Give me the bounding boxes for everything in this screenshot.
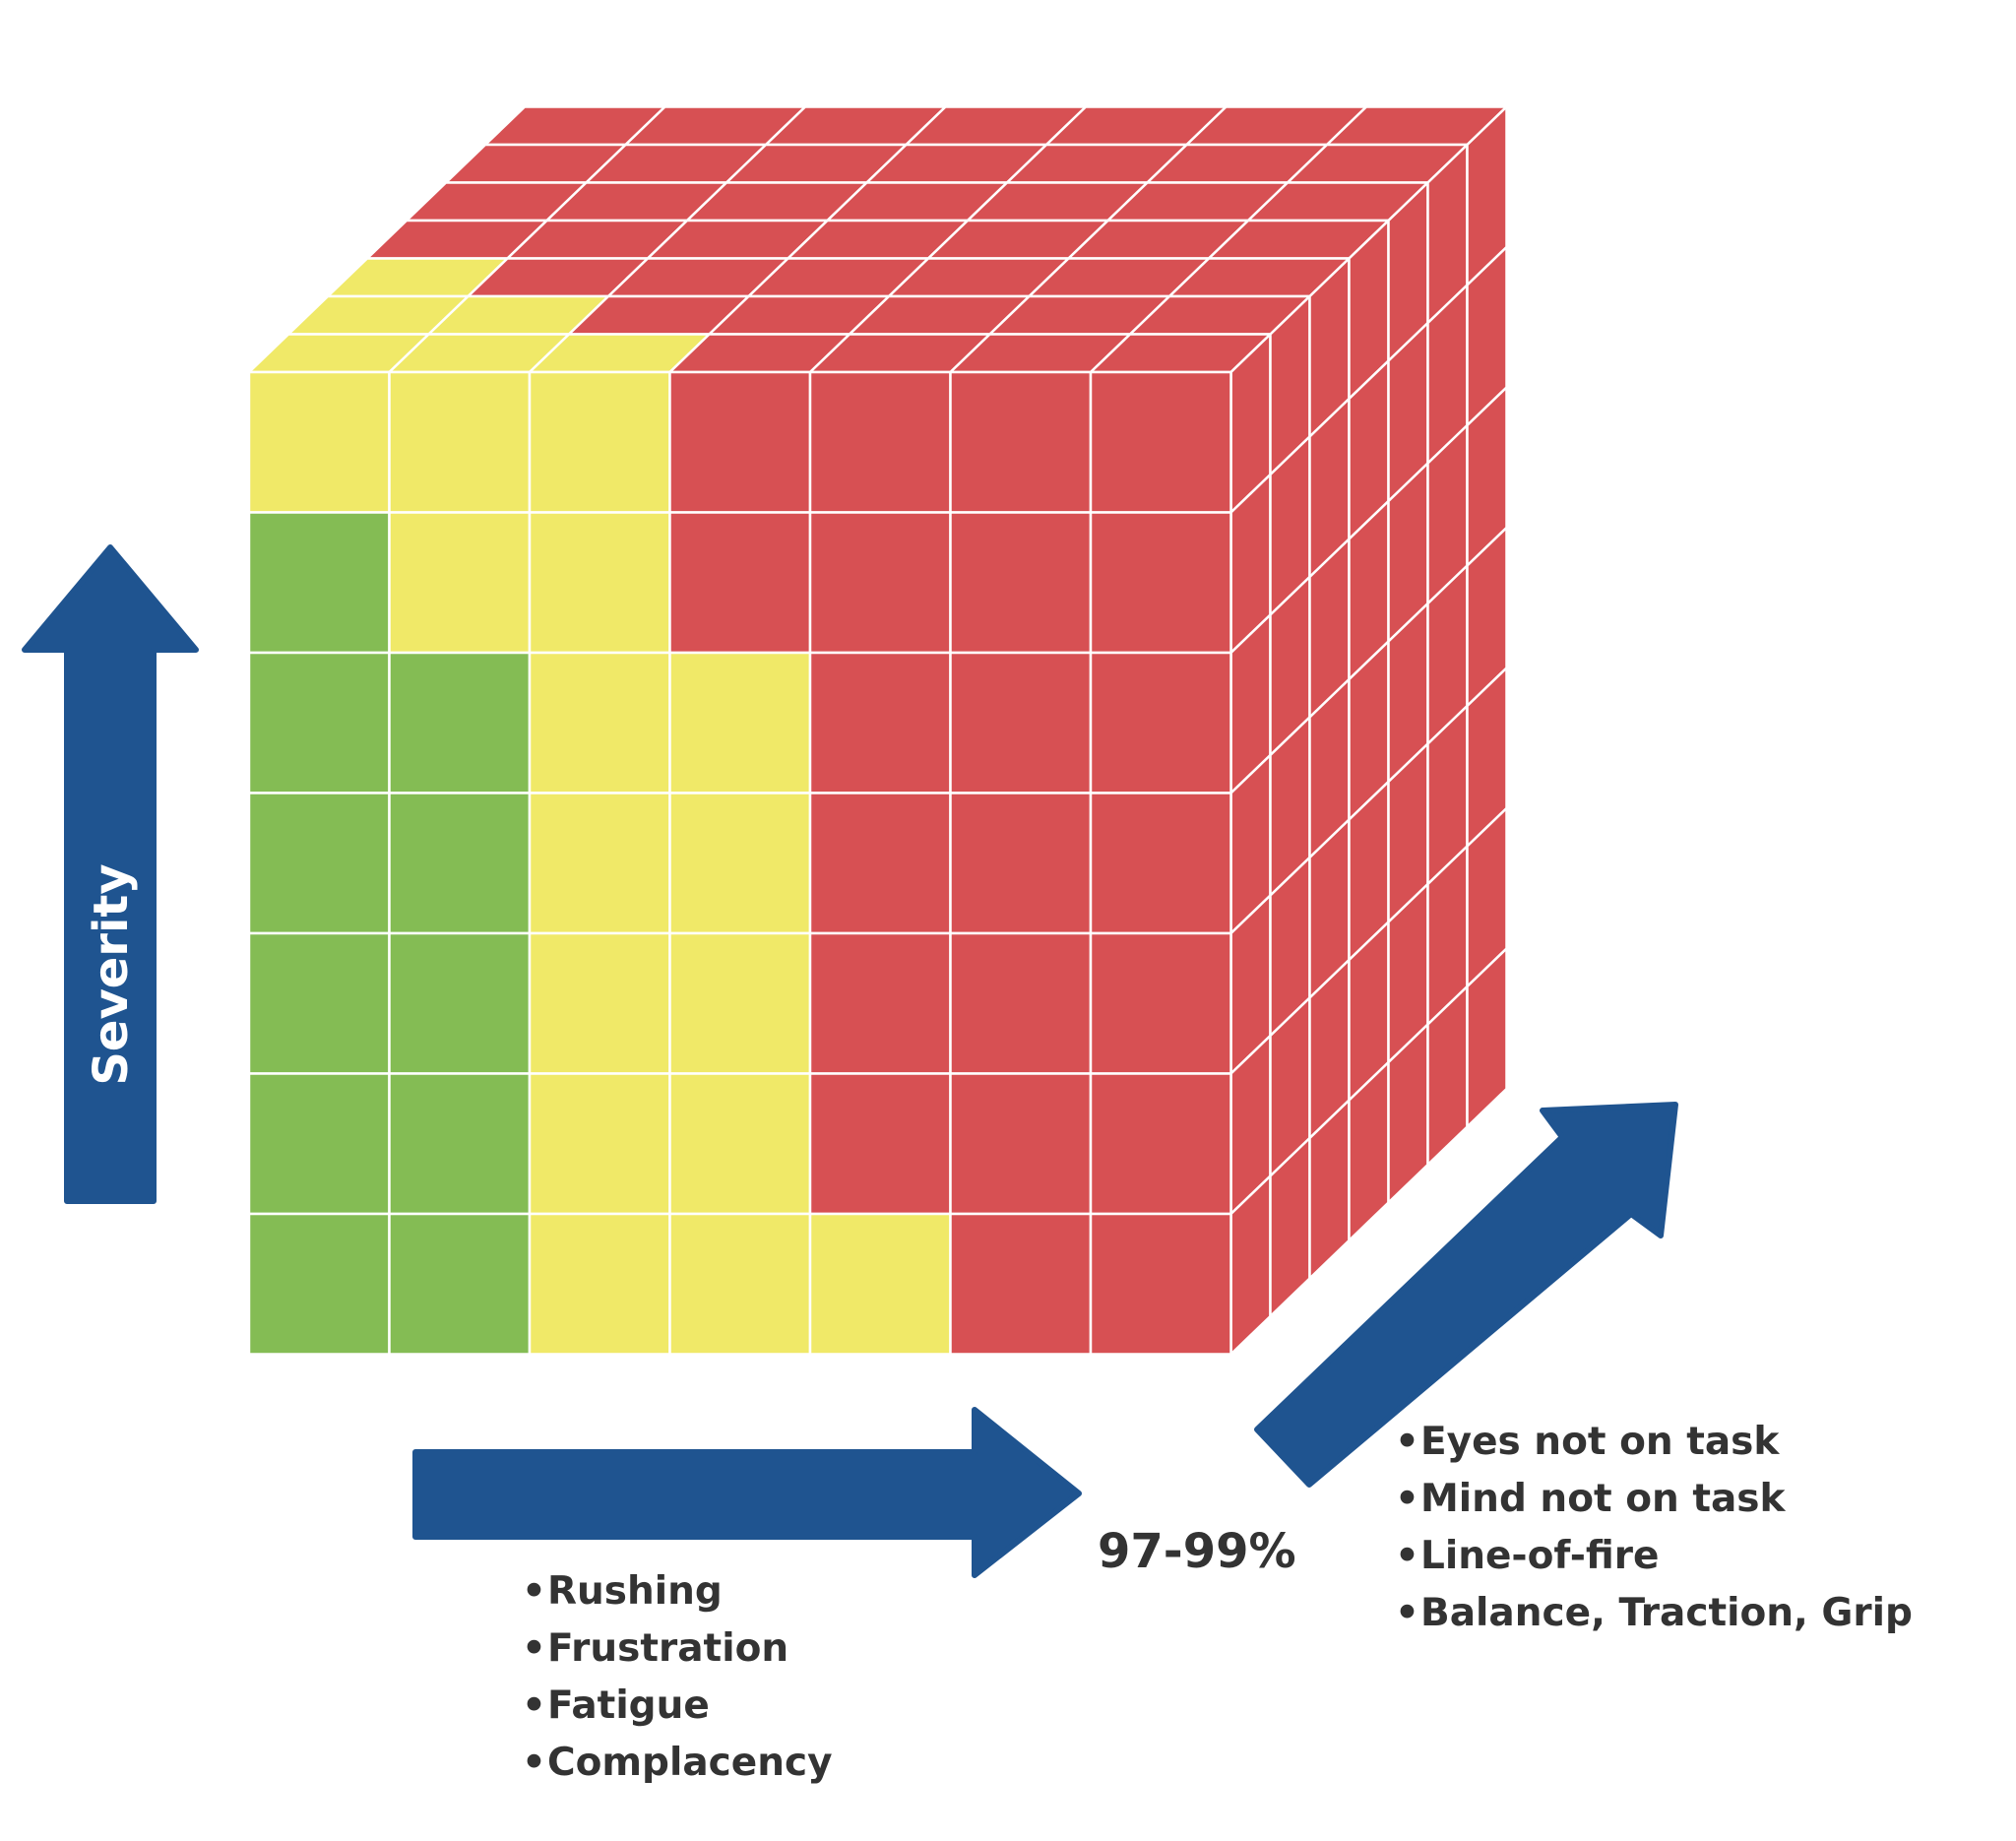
- states-list: •Rushing •Frustration •Fatigue •Complace…: [522, 1563, 833, 1792]
- list-item: •Balance, Traction, Grip: [1395, 1585, 1913, 1642]
- bullet: •: [1395, 1534, 1419, 1578]
- front-cell: [808, 1072, 952, 1216]
- bullet: •: [1395, 1477, 1419, 1521]
- cube-side-face: [1229, 105, 1508, 1356]
- front-cell: [247, 511, 391, 655]
- front-cell: [668, 511, 812, 655]
- front-cell: [1089, 792, 1232, 935]
- front-cell: [388, 931, 532, 1075]
- front-cell: [1089, 511, 1232, 655]
- error-balance: Balance, Traction, Grip: [1420, 1591, 1913, 1635]
- cube-front-face: [247, 370, 1232, 1356]
- front-cell: [528, 651, 671, 794]
- front-cell: [668, 651, 812, 794]
- depth-arrow: [1254, 1102, 1678, 1488]
- front-cell: [949, 1072, 1093, 1216]
- front-cell: [668, 370, 812, 514]
- front-cell: [949, 370, 1093, 514]
- front-cell: [949, 511, 1093, 655]
- bullet: •: [522, 1683, 546, 1728]
- front-cell: [668, 1072, 812, 1216]
- front-cell: [1089, 1212, 1232, 1356]
- front-cell: [808, 931, 952, 1075]
- front-cell: [668, 792, 812, 935]
- states-arrow: [412, 1407, 1082, 1578]
- list-item: •Line-of-fire: [1395, 1528, 1913, 1585]
- bullet: •: [1395, 1420, 1419, 1464]
- front-cell: [528, 370, 671, 514]
- front-cell: [247, 1212, 391, 1356]
- severity-arrow: [22, 544, 199, 1204]
- front-cell: [388, 792, 532, 935]
- bullet: •: [522, 1741, 546, 1785]
- list-item: •Mind not on task: [1395, 1471, 1913, 1528]
- front-cell: [247, 370, 391, 514]
- list-item: •Rushing: [522, 1563, 833, 1620]
- front-cell: [388, 370, 532, 514]
- error-eyes: Eyes not on task: [1420, 1420, 1780, 1464]
- state-complacency: Complacency: [547, 1741, 833, 1785]
- front-cell: [388, 1072, 532, 1216]
- front-cell: [528, 931, 671, 1075]
- severity-label: Severity: [84, 863, 139, 1085]
- front-cell: [528, 792, 671, 935]
- front-cell: [949, 931, 1093, 1075]
- front-cell: [949, 651, 1093, 794]
- bullet: •: [522, 1569, 546, 1614]
- front-cell: [949, 792, 1093, 935]
- front-cell: [808, 651, 952, 794]
- cube-top-face: [247, 105, 1508, 374]
- front-cell: [388, 651, 532, 794]
- errors-list: •Eyes not on task •Mind not on task •Lin…: [1395, 1414, 1913, 1642]
- front-cell: [1089, 651, 1232, 794]
- front-cell: [668, 1212, 812, 1356]
- front-cell: [528, 511, 671, 655]
- front-cell: [388, 511, 532, 655]
- error-line-of-fire: Line-of-fire: [1420, 1534, 1660, 1578]
- front-cell: [1089, 1072, 1232, 1216]
- state-rushing: Rushing: [547, 1569, 723, 1614]
- front-cell: [1089, 931, 1232, 1075]
- front-cell: [808, 511, 952, 655]
- list-item: •Complacency: [522, 1735, 833, 1792]
- list-item: •Eyes not on task: [1395, 1414, 1913, 1471]
- front-cell: [528, 1212, 671, 1356]
- state-frustration: Frustration: [547, 1626, 789, 1671]
- front-cell: [528, 1072, 671, 1216]
- front-cell: [247, 792, 391, 935]
- front-cell: [247, 931, 391, 1075]
- front-cell: [949, 1212, 1093, 1356]
- front-cell: [668, 931, 812, 1075]
- front-cell: [808, 370, 952, 514]
- list-item: •Frustration: [522, 1620, 833, 1678]
- front-cell: [247, 1072, 391, 1216]
- front-cell: [247, 651, 391, 794]
- front-cell: [808, 792, 952, 935]
- front-cell: [808, 1212, 952, 1356]
- list-item: •Fatigue: [522, 1678, 833, 1735]
- front-cell: [1089, 370, 1232, 514]
- side-cell: [1466, 947, 1508, 1128]
- front-cell: [388, 1212, 532, 1356]
- percentage-label: 97-99%: [1098, 1524, 1296, 1579]
- bullet: •: [522, 1626, 546, 1671]
- state-fatigue: Fatigue: [547, 1683, 710, 1728]
- error-mind: Mind not on task: [1420, 1477, 1786, 1521]
- bullet: •: [1395, 1591, 1419, 1635]
